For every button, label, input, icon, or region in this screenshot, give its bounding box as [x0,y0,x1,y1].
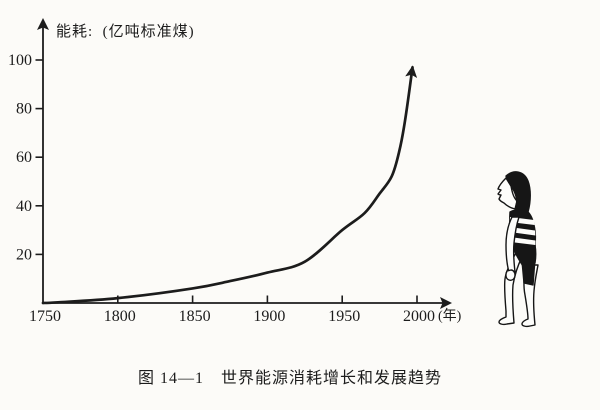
x-axis-unit-label: (年) [438,309,462,324]
y-tick-label: 40 [16,198,32,215]
y-axis-title: 能耗: (亿吨标准煤) [56,24,195,40]
x-tick-label: 1950 [328,308,360,325]
x-tick-label: 1800 [104,308,136,325]
x-tick-label: 1850 [179,308,211,325]
y-tick-label: 60 [16,149,32,166]
figure-caption: 图 14—1 世界能源消耗增长和发展趋势 [137,370,442,387]
energy-consumption-curve [41,65,418,305]
y-tick-label: 80 [16,101,32,118]
y-tick-label: 20 [16,246,32,263]
x-tick-label: 1750 [29,308,61,325]
child-face [497,177,518,210]
child-illustration [497,171,539,328]
x-tick-label: 1900 [253,308,285,325]
y-tick-label: 100 [8,52,32,69]
energy-consumption-chart: 20 40 60 80 100 1750 1800 1850 1900 1950 2000 [8,18,452,325]
child-shorts [512,244,537,267]
child-front-leg [498,252,523,326]
child-hair [505,171,531,215]
x-tick-label: 2000 [403,308,435,325]
child-hand [505,269,516,281]
